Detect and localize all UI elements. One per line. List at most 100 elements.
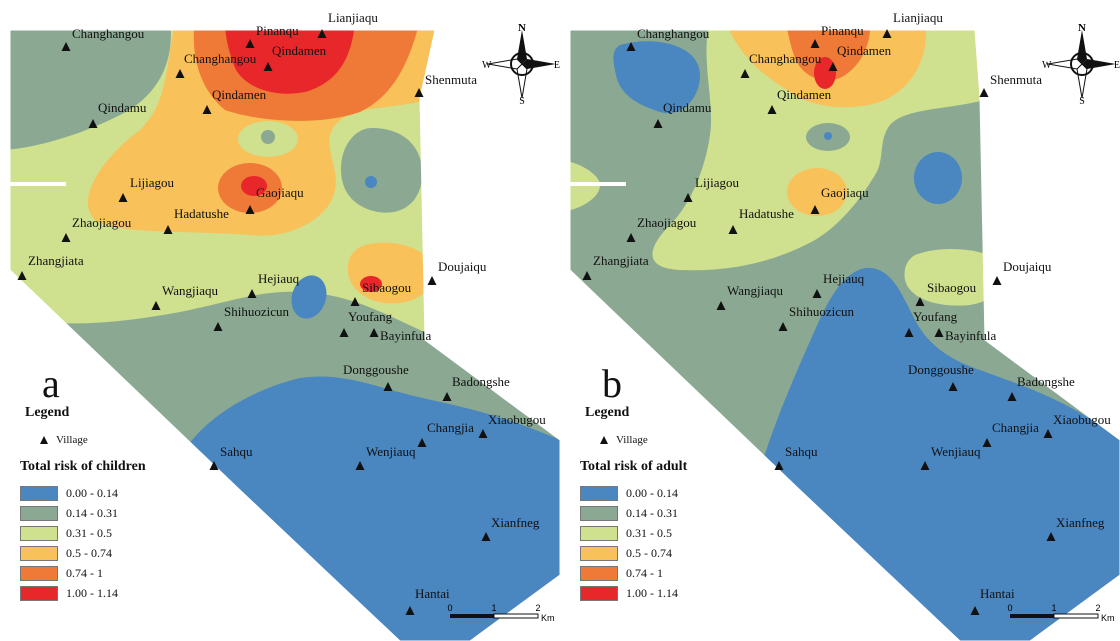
legend-item: 0.5 - 0.74	[580, 543, 678, 563]
village-label: Xianfneg	[491, 515, 540, 530]
village-marker-icon	[767, 105, 777, 114]
village-label: Donggoushe	[343, 362, 409, 377]
village-marker-icon	[626, 42, 636, 51]
village-label: Xiaobugou	[488, 412, 546, 427]
svg-text:Km: Km	[1101, 613, 1115, 623]
legend-item: 1.00 - 1.14	[20, 583, 118, 603]
village-label: Bayinfula	[945, 328, 996, 343]
village-marker-icon	[728, 225, 738, 234]
zone-0.00-0.14	[291, 275, 327, 319]
village-label: Zhangjiata	[28, 253, 84, 268]
village-label: Changhangou	[72, 26, 145, 41]
village-marker-icon	[442, 392, 452, 401]
village-marker-icon	[383, 382, 393, 391]
legend-item: 0.00 - 0.14	[20, 483, 118, 503]
village-label: Shenmuta	[990, 72, 1042, 87]
legend-item: 0.74 - 1	[20, 563, 118, 583]
legend-swatch	[20, 505, 58, 521]
svg-text:2: 2	[535, 603, 540, 613]
legend-item: 0.31 - 0.5	[580, 523, 678, 543]
village-label: Zhaojiagou	[72, 215, 132, 230]
village-marker-icon	[1043, 429, 1053, 438]
legend-item: 0.00 - 0.14	[580, 483, 678, 503]
compass-rose-icon: N S E W	[482, 24, 560, 104]
compass-rose-icon: N S E W	[1042, 24, 1120, 104]
legend-item: 0.5 - 0.74	[20, 543, 118, 563]
village-label: Shihuozicun	[789, 304, 854, 319]
village-marker-icon	[812, 289, 822, 298]
village-marker-icon	[653, 119, 663, 128]
panel-letter: a	[42, 361, 60, 406]
legend-risk-title: Total risk of children	[20, 459, 146, 474]
village-label: Hadatushe	[174, 206, 229, 221]
village-label: Sahqu	[220, 444, 253, 459]
village-label: Qindamu	[98, 100, 147, 115]
village-marker-icon	[163, 225, 173, 234]
village-marker-icon	[209, 461, 219, 470]
legend-item-label: 0.74 - 1	[66, 565, 103, 580]
legend-swatch	[20, 525, 58, 541]
risk-map-children: Changhangou Pinanqu Lianjiaqu Qindamen Chang…	[8, 10, 560, 641]
legend-swatch	[580, 485, 618, 501]
village-marker-icon	[427, 276, 437, 285]
village-label: Wangjiaqu	[727, 283, 783, 298]
village-marker-icon	[934, 328, 944, 337]
village-marker-icon	[970, 606, 980, 615]
zone-0.00-0.14	[914, 152, 962, 204]
legend-swatch	[580, 505, 618, 521]
village-marker-icon	[405, 606, 415, 615]
village-marker-icon	[339, 328, 349, 337]
village-marker-icon	[247, 289, 257, 298]
legend-swatch	[580, 565, 618, 581]
village-label: Badongshe	[452, 374, 510, 389]
village-label: Qindamen	[212, 87, 267, 102]
legend-item: 0.74 - 1	[580, 563, 678, 583]
svg-text:N: N	[1078, 24, 1086, 34]
village-marker-icon	[61, 42, 71, 51]
village-label: Wangjiaqu	[162, 283, 218, 298]
village-markers: Changhangou Pinanqu Lianjiaqu Qindamen Chang…	[582, 10, 1111, 615]
zone-0.74-1	[785, 30, 871, 81]
legend-item-label: 0.31 - 0.5	[66, 525, 112, 540]
village-marker-icon	[202, 105, 212, 114]
village-label: Gaojiaqu	[256, 185, 304, 200]
village-label: Sahqu	[785, 444, 818, 459]
village-marker-icon	[810, 39, 820, 48]
village-marker-icon	[582, 271, 592, 280]
zone-1.00-1.14	[241, 176, 267, 196]
legend-village-label: Village	[56, 434, 88, 446]
village-marker-icon	[915, 297, 925, 306]
village-label: Changjia	[992, 420, 1039, 435]
legend-items: 0.00 - 0.14 0.14 - 0.31 0.31 - 0.5 0.5 -…	[20, 483, 118, 603]
zone-1.00-1.14	[360, 276, 382, 292]
village-label: Sibaogou	[927, 280, 977, 295]
village-label: Pinanqu	[821, 23, 864, 38]
map-panel-a: Changhangou Pinanqu Lianjiaqu Qindamen Chang…	[8, 10, 560, 641]
village-label: Doujaiqu	[438, 259, 487, 274]
svg-text:Km: Km	[541, 613, 555, 623]
zone-0.00-0.14	[365, 176, 377, 188]
village-marker-icon	[982, 438, 992, 447]
village-marker-icon	[716, 301, 726, 310]
village-label: Hejiauq	[823, 271, 865, 286]
village-marker-icon	[245, 39, 255, 48]
village-marker-icon	[979, 88, 989, 97]
legend-village: Village	[40, 434, 88, 446]
legend-item-label: 0.14 - 0.31	[66, 505, 118, 520]
legend-item-label: 0.74 - 1	[626, 565, 663, 580]
legend-item-label: 1.00 - 1.14	[66, 585, 118, 600]
village-marker-icon	[920, 461, 930, 470]
legend-item-label: 0.00 - 0.14	[626, 485, 678, 500]
village-marker-icon	[904, 328, 914, 337]
road-marker	[8, 182, 66, 186]
village-marker-icon	[175, 69, 185, 78]
legend-swatch	[20, 585, 58, 601]
village-label: Youfang	[348, 309, 393, 324]
legend-village: Village	[600, 434, 648, 446]
village-label: Zhangjiata	[593, 253, 649, 268]
village-label: Qindamen	[837, 43, 892, 58]
village-label: Hejiauq	[258, 271, 300, 286]
village-label: Sibaogou	[362, 280, 412, 295]
panel-letter: b	[602, 361, 622, 406]
village-triangle-icon	[40, 436, 48, 444]
